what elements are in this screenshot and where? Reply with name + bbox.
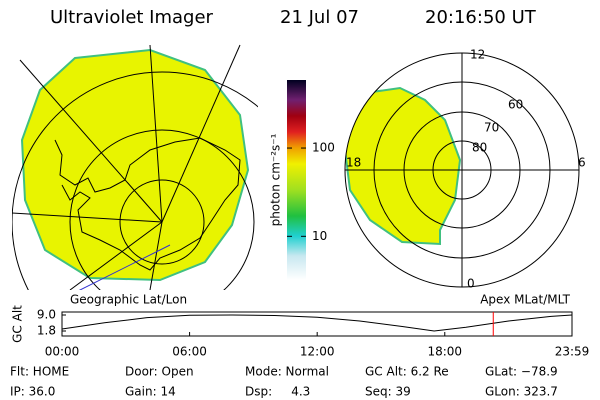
- y-tick-label: 9.0: [37, 308, 56, 322]
- colorbar-label: photon cm⁻²s⁻¹: [269, 133, 283, 226]
- status-field: GLon: 323.7: [485, 385, 558, 399]
- coastline: [54, 137, 241, 271]
- mlt-label: 12: [470, 48, 485, 62]
- lat-label: 60: [508, 98, 523, 112]
- x-tick-label: 18:00: [427, 345, 462, 359]
- polar-label: Apex MLat/MLT: [480, 293, 570, 307]
- status-field: Seq: 39: [365, 385, 411, 399]
- x-tick-label: 00:00: [45, 345, 80, 359]
- status-field: IP: 36.0: [10, 385, 55, 399]
- y-axis-label: GC Alt: [11, 305, 25, 343]
- x-tick-label: 23:59: [555, 345, 590, 359]
- lat-lon-grid: [12, 44, 258, 290]
- track: [78, 244, 171, 290]
- x-tick-label: 12:00: [300, 345, 335, 359]
- status-bar: Flt: HOME Door: Open Mode: Normal GC Alt: 6…: [10, 365, 558, 399]
- mlt-label: 6: [578, 156, 586, 170]
- altitude-plot: 1.8 9.0 00:00 06:00 12:00 18:00 23:59: [37, 308, 589, 359]
- title: Ultraviolet Imager: [50, 7, 214, 28]
- geo-map: [12, 44, 258, 290]
- line: [61, 314, 573, 332]
- status-field: Mode: Normal: [245, 365, 329, 379]
- status-field: Gain: 14: [125, 385, 176, 399]
- status-field: GLat: −78.9: [485, 365, 558, 379]
- date: 21 Jul 07: [280, 7, 359, 28]
- polar-grid: [344, 52, 580, 288]
- y-tick-label: 1.8: [37, 324, 56, 338]
- status-field: Door: Open: [125, 365, 194, 379]
- time: 20:16:50 UT: [425, 7, 537, 28]
- status-field: Dsp: 4.3: [245, 385, 310, 399]
- mlt-label: 0: [467, 277, 475, 291]
- colorbar: [287, 80, 306, 280]
- tick-label: 100: [312, 141, 335, 155]
- x-tick-label: 06:00: [172, 345, 207, 359]
- tick-label: 10: [312, 229, 327, 243]
- status-field: GC Alt: 6.2 Re: [365, 365, 449, 379]
- uv-image: [20, 48, 250, 282]
- status-field: Flt: HOME: [10, 365, 69, 379]
- colorbar-axis: 10 100: [287, 141, 335, 243]
- lat-label: 70: [484, 121, 499, 135]
- uv-image: [345, 86, 462, 246]
- polar-map: [345, 86, 462, 246]
- mlt-label: 18: [346, 156, 361, 170]
- lat-label: 80: [472, 141, 487, 155]
- geo-label: Geographic Lat/Lon: [70, 293, 187, 307]
